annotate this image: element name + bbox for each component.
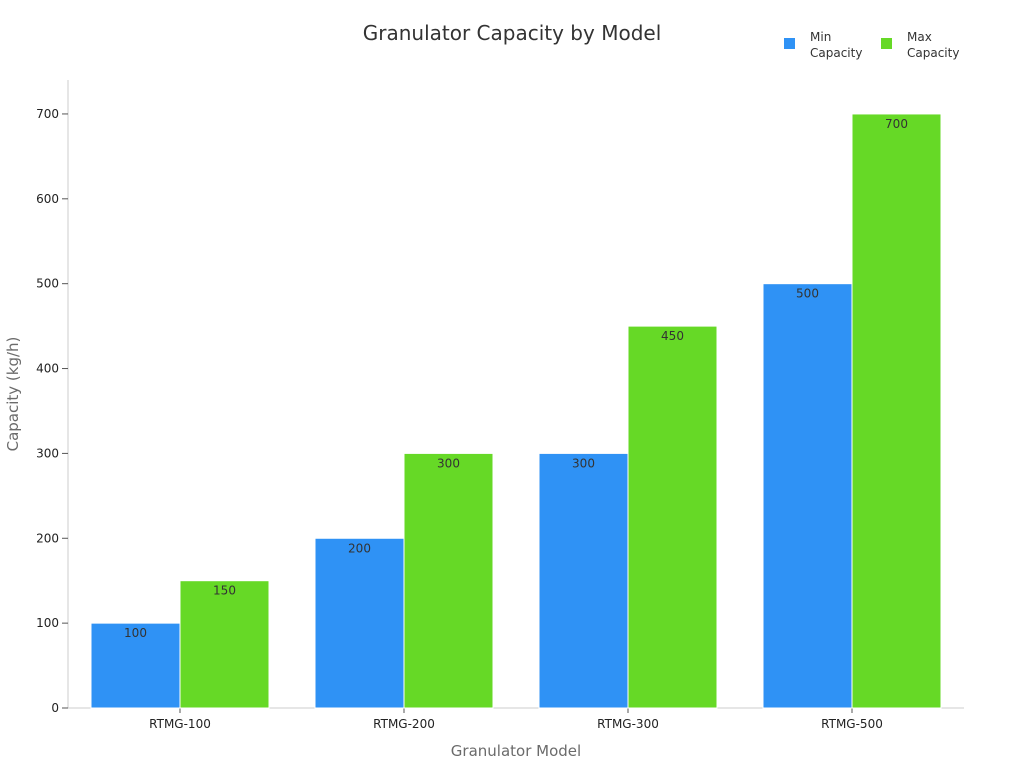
x-tick-label: RTMG-100: [149, 717, 211, 731]
bar-max-capacity: [851, 113, 942, 709]
bar-max-capacity: [627, 325, 718, 709]
x-tick-label: RTMG-300: [597, 717, 659, 731]
bars: [90, 113, 942, 709]
legend-swatch: [881, 38, 892, 49]
x-tick-label: RTMG-200: [373, 717, 435, 731]
x-tick-label: RTMG-500: [821, 717, 883, 731]
data-labels: 100 150 200 300 300 450 500 700: [124, 117, 908, 640]
y-tick-label: 100: [36, 616, 59, 630]
y-tick-label: 600: [36, 192, 59, 206]
data-label: 300: [572, 456, 595, 470]
y-tick-label: 400: [36, 362, 59, 376]
data-label: 150: [213, 584, 236, 598]
legend-label: Max Capacity: [907, 30, 959, 60]
legend: Min Capacity Max Capacity: [784, 30, 959, 60]
data-label: 500: [796, 287, 819, 301]
data-label: 700: [885, 117, 908, 131]
data-label: 100: [124, 626, 147, 640]
y-tick-label: 0: [51, 701, 59, 715]
y-axis-ticks: 0 100 200 300 400 500 600 700: [36, 107, 68, 715]
x-axis-ticks: RTMG-100 RTMG-200 RTMG-300 RTMG-500: [149, 708, 883, 731]
y-tick-label: 200: [36, 531, 59, 545]
legend-label: Min Capacity: [810, 30, 862, 60]
chart-title: Granulator Capacity by Model: [363, 21, 662, 45]
x-axis-title: Granulator Model: [451, 742, 581, 760]
data-label: 450: [661, 329, 684, 343]
data-label: 200: [348, 541, 371, 555]
y-tick-label: 500: [36, 277, 59, 291]
bar-max-capacity: [179, 580, 270, 709]
legend-swatch: [784, 38, 795, 49]
y-tick-label: 700: [36, 107, 59, 121]
y-tick-label: 300: [36, 446, 59, 460]
bar-min-capacity: [762, 283, 853, 709]
data-label: 300: [437, 456, 460, 470]
bar-max-capacity: [403, 452, 494, 709]
bar-min-capacity: [538, 452, 629, 709]
bar-min-capacity: [314, 537, 405, 709]
y-axis-title: Capacity (kg/h): [4, 337, 22, 452]
